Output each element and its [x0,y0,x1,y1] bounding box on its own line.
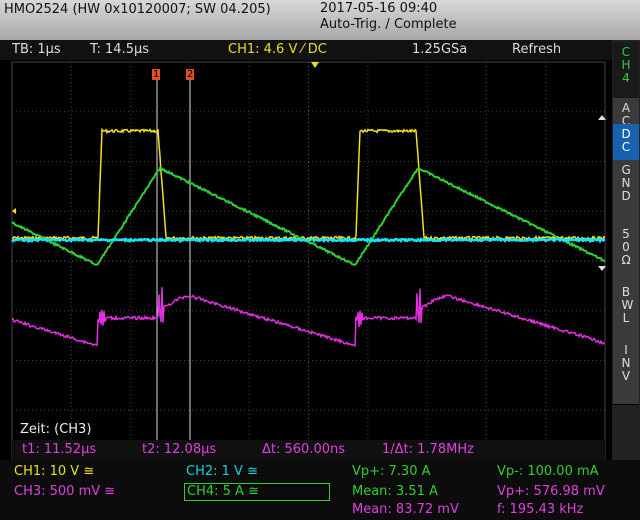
channel-3[interactable]: CH3: 500 mV ≅ [14,484,116,499]
timebase: TB: 1µs [12,42,61,57]
trigger: CH1: 4.6 V ⁄ DC [228,42,327,57]
device: HMO2524 (HW 0x10120007; SW 04.205) [4,2,271,17]
waveform-display [11,61,606,460]
trace-ch2 [11,236,605,244]
trigger-marker [598,266,606,271]
channel-2[interactable]: CH2: 1 V ≅ [186,464,258,479]
status: Auto-Trig. / Complete [320,17,457,32]
level-marker [12,208,16,214]
side-button[interactable]: 50 Ω [613,224,639,285]
sample-rate: 1.25GSa [412,42,468,57]
side-button[interactable]: CH4 [613,42,639,99]
cursor-t2: t2: 12.08µs [142,442,217,457]
date: 2017-05-16 09:40 [320,1,438,16]
mode: Refresh [512,42,562,57]
channel-1[interactable]: CH1: 10 V ≅ [14,464,95,479]
side-button[interactable]: GND [613,160,639,227]
side-button[interactable]: DC [613,124,639,163]
measurement: Vp+: 7.30 A [352,464,431,479]
side-button[interactable]: AC [613,98,639,128]
measurement: f: 195.43 kHz [497,502,584,517]
trigger-marker [598,115,606,120]
channel-4[interactable]: CH4: 5 A ≅ [184,483,330,501]
settings-bar [0,40,612,60]
cursor-source: Zeit: (CH3) [20,422,92,437]
side-button-label: BWL [621,285,634,325]
cursor-delta: Δt: 560.00ns [262,442,346,457]
cursor-marker: 1 [152,69,161,80]
cursor-inverse: 1/Δt: 1.78MHz [382,442,474,457]
cursor-panel [12,440,605,460]
header-bar [0,0,640,40]
side-button-label: 50 Ω [621,227,631,267]
trigger-pos [311,62,319,68]
side-button-label: GND [621,163,631,203]
trigger-time: T: 14.5µs [90,42,150,57]
side-button-label: AC [621,101,631,128]
side-button-label: DC [621,127,631,154]
trace-ch1 [11,127,606,242]
measurement: Vp+: 576.98 mV [497,484,605,499]
measurement: Mean: 83.72 mV [352,502,459,517]
measurement: Mean: 3.51 A [352,484,438,499]
side-button[interactable]: INV [613,340,639,405]
cursor-marker: 2 [186,69,195,80]
measurement: Vp-: 100.00 mA [497,464,599,479]
side-button[interactable]: BWL [613,282,639,343]
side-button-label: INV [621,343,631,383]
status-panel [0,460,640,520]
trace-ch4 [11,166,606,267]
trace-ch3 [11,287,605,348]
cursor-t1: t1: 11.52µs [22,442,97,457]
side-button-label: CH4 [621,45,631,85]
